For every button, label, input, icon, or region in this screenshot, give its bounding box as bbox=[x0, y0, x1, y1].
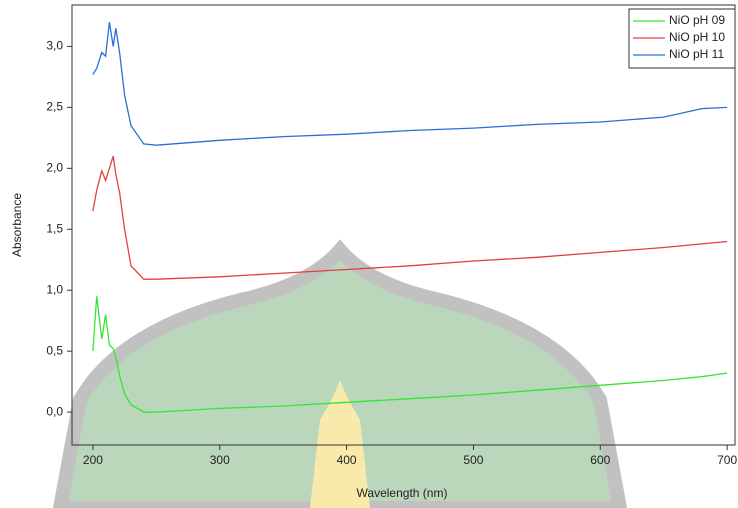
legend-label: NiO pH 09 bbox=[669, 13, 725, 27]
y-tick-label: 0,0 bbox=[46, 404, 63, 418]
y-tick-label: 2,0 bbox=[46, 160, 63, 174]
legend-label: NiO pH 10 bbox=[669, 30, 725, 44]
y-tick-label: 1,5 bbox=[46, 221, 63, 235]
x-tick-label: 600 bbox=[590, 453, 610, 467]
x-axis-label: Wavelength (nm) bbox=[357, 486, 448, 500]
y-tick-label: 2,5 bbox=[46, 100, 63, 114]
x-tick-label: 700 bbox=[717, 453, 737, 467]
x-tick-label: 300 bbox=[210, 453, 230, 467]
watermark bbox=[60, 250, 620, 508]
chart: Wavelength (nm) Absorbance 0,0 0,5 1,0 1,5 2… bbox=[0, 0, 738, 508]
series-line bbox=[93, 156, 727, 279]
y-axis-label: Absorbance bbox=[10, 193, 24, 257]
x-tick-label: 500 bbox=[463, 453, 483, 467]
legend-label: NiO pH 11 bbox=[669, 47, 724, 61]
y-tick-label: 3,0 bbox=[46, 39, 63, 53]
x-tick-label: 400 bbox=[337, 453, 357, 467]
x-tick-label: 200 bbox=[83, 453, 103, 467]
y-tick-label: 0,5 bbox=[46, 343, 63, 357]
y-tick-label: 1,0 bbox=[46, 282, 63, 296]
